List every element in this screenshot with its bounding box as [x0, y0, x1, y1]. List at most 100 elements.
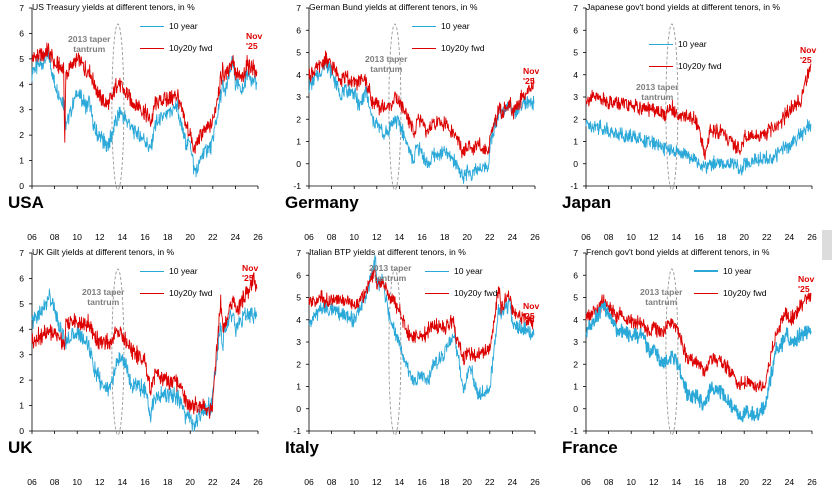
series-line-10y20y-fwd — [585, 292, 812, 393]
legend: 10 year 10y20y fwd — [140, 260, 212, 304]
series-line-10y20y-fwd — [308, 267, 535, 366]
legend-label: 10y20y fwd — [169, 288, 213, 298]
y-tick-label: 6 — [296, 270, 301, 280]
x-tick-label: 10 — [349, 477, 359, 487]
y-tick-label: 2 — [573, 114, 578, 124]
chart-panel-japan: -1 0 1 2 3 4 5 6 7 06 08 10 12 14 16 18 20 22 24 26 Japanese… — [554, 0, 831, 245]
taper-tantrum-note: 2013 taper tantrum — [68, 34, 111, 54]
x-tick-label: 12 — [95, 477, 105, 487]
chart-panel-usa: 0 1 2 3 4 5 6 7 06 08 10 12 14 16 18 20 22 24 26 US Treasur… — [0, 0, 277, 245]
x-tick-label: 12 — [372, 477, 382, 487]
x-tick-label: 16 — [694, 232, 704, 242]
y-tick-label: 7 — [573, 3, 578, 13]
x-tick-label: 08 — [50, 232, 60, 242]
x-tick-label: 06 — [304, 232, 314, 242]
x-tick-label: 14 — [395, 232, 405, 242]
taper-tantrum-oval — [111, 268, 125, 436]
chart-title: Italian BTP yields at different tenors, … — [309, 247, 466, 257]
x-tick-label: 18 — [163, 232, 173, 242]
series-line-10y20y-fwd — [585, 63, 812, 161]
x-tick-label: 22 — [762, 232, 772, 242]
x-tick-label: 08 — [327, 477, 337, 487]
legend-entry: 10y20y fwd — [140, 282, 212, 304]
series-line-10-year — [308, 254, 535, 400]
x-tick-label: 26 — [253, 232, 263, 242]
x-tick-label: 18 — [163, 477, 173, 487]
y-tick-label: 2 — [296, 359, 301, 369]
y-tick-label: 4 — [573, 70, 578, 80]
country-label: Japan — [562, 193, 612, 212]
x-tick-label: 22 — [485, 232, 495, 242]
y-tick-label: 4 — [19, 324, 24, 334]
x-tick-label: 20 — [739, 477, 749, 487]
x-tick-label: 12 — [372, 232, 382, 242]
legend-entry: 10 year — [649, 33, 721, 55]
legend-label: 10y20y fwd — [678, 61, 722, 71]
country-label: France — [562, 438, 618, 457]
legend: 10 year 10y20y fwd — [425, 260, 497, 304]
chart-title: US Treasury yields at different tenors, … — [32, 2, 195, 12]
legend-label: 10y20y fwd — [723, 288, 767, 298]
y-tick-label: 0 — [296, 159, 301, 169]
series-line-10-year — [585, 301, 812, 423]
taper-tantrum-note: 2013 taper tantrum — [82, 287, 125, 307]
end-date-label: Nov '25 — [523, 66, 540, 86]
y-tick-label: 3 — [296, 337, 301, 347]
x-tick-label: 24 — [508, 477, 518, 487]
series-line-10y20y-fwd — [308, 50, 535, 159]
x-tick-label: 10 — [349, 232, 359, 242]
y-tick-label: 1 — [573, 137, 578, 147]
y-tick-label: 5 — [573, 293, 578, 303]
x-tick-label: 26 — [253, 477, 263, 487]
x-tick-label: 16 — [140, 232, 150, 242]
x-tick-label: 18 — [717, 232, 727, 242]
legend-entry: 10y20y fwd — [425, 282, 497, 304]
x-tick-label: 22 — [208, 477, 218, 487]
y-tick-label: 6 — [19, 28, 24, 38]
legend: 10 year 10y20y fwd — [694, 260, 766, 304]
x-tick-label: 16 — [417, 232, 427, 242]
legend-swatch — [649, 43, 673, 45]
x-tick-label: 22 — [762, 477, 772, 487]
scrollbar-stub[interactable] — [822, 230, 832, 260]
end-date-label: Nov '25 — [800, 45, 817, 65]
x-tick-label: 20 — [185, 232, 195, 242]
x-tick-label: 20 — [462, 477, 472, 487]
series-line-10-year — [308, 58, 535, 184]
y-tick-label: 6 — [19, 273, 24, 283]
legend-swatch — [649, 65, 673, 67]
x-tick-label: 08 — [604, 232, 614, 242]
legend-swatch — [140, 47, 164, 49]
y-tick-label: 4 — [296, 70, 301, 80]
legend-swatch — [694, 270, 718, 272]
chart-panel-uk: 0 1 2 3 4 5 6 7 06 08 10 12 14 16 18 20 22 24 26 UK Gilt yi… — [0, 245, 277, 490]
x-tick-label: 18 — [440, 232, 450, 242]
x-tick-label: 24 — [231, 232, 241, 242]
x-tick-label: 12 — [95, 232, 105, 242]
y-tick-label: 3 — [573, 337, 578, 347]
legend-swatch — [140, 292, 164, 294]
y-tick-label: 3 — [296, 92, 301, 102]
legend-entry: 10y20y fwd — [412, 37, 484, 59]
x-tick-label: 06 — [27, 477, 37, 487]
y-tick-label: 1 — [573, 382, 578, 392]
x-tick-label: 10 — [72, 477, 82, 487]
legend-swatch — [694, 292, 718, 294]
x-tick-label: 12 — [649, 477, 659, 487]
taper-tantrum-note: 2013 taper tantrum — [640, 287, 683, 307]
x-tick-label: 10 — [626, 477, 636, 487]
legend-entry: 10y20y fwd — [649, 55, 721, 77]
y-tick-label: 6 — [573, 270, 578, 280]
chart-panel-france: -1 0 1 2 3 4 5 6 7 06 08 10 12 14 16 18 20 22 24 26 French g… — [554, 245, 831, 490]
y-tick-label: 7 — [296, 248, 301, 258]
x-tick-label: 14 — [118, 232, 128, 242]
legend: 10 year 10y20y fwd — [649, 33, 721, 77]
legend-label: 10y20y fwd — [169, 43, 213, 53]
y-tick-label: 5 — [19, 54, 24, 64]
end-date-label: Nov '25 — [798, 274, 815, 294]
y-tick-label: 7 — [19, 3, 24, 13]
